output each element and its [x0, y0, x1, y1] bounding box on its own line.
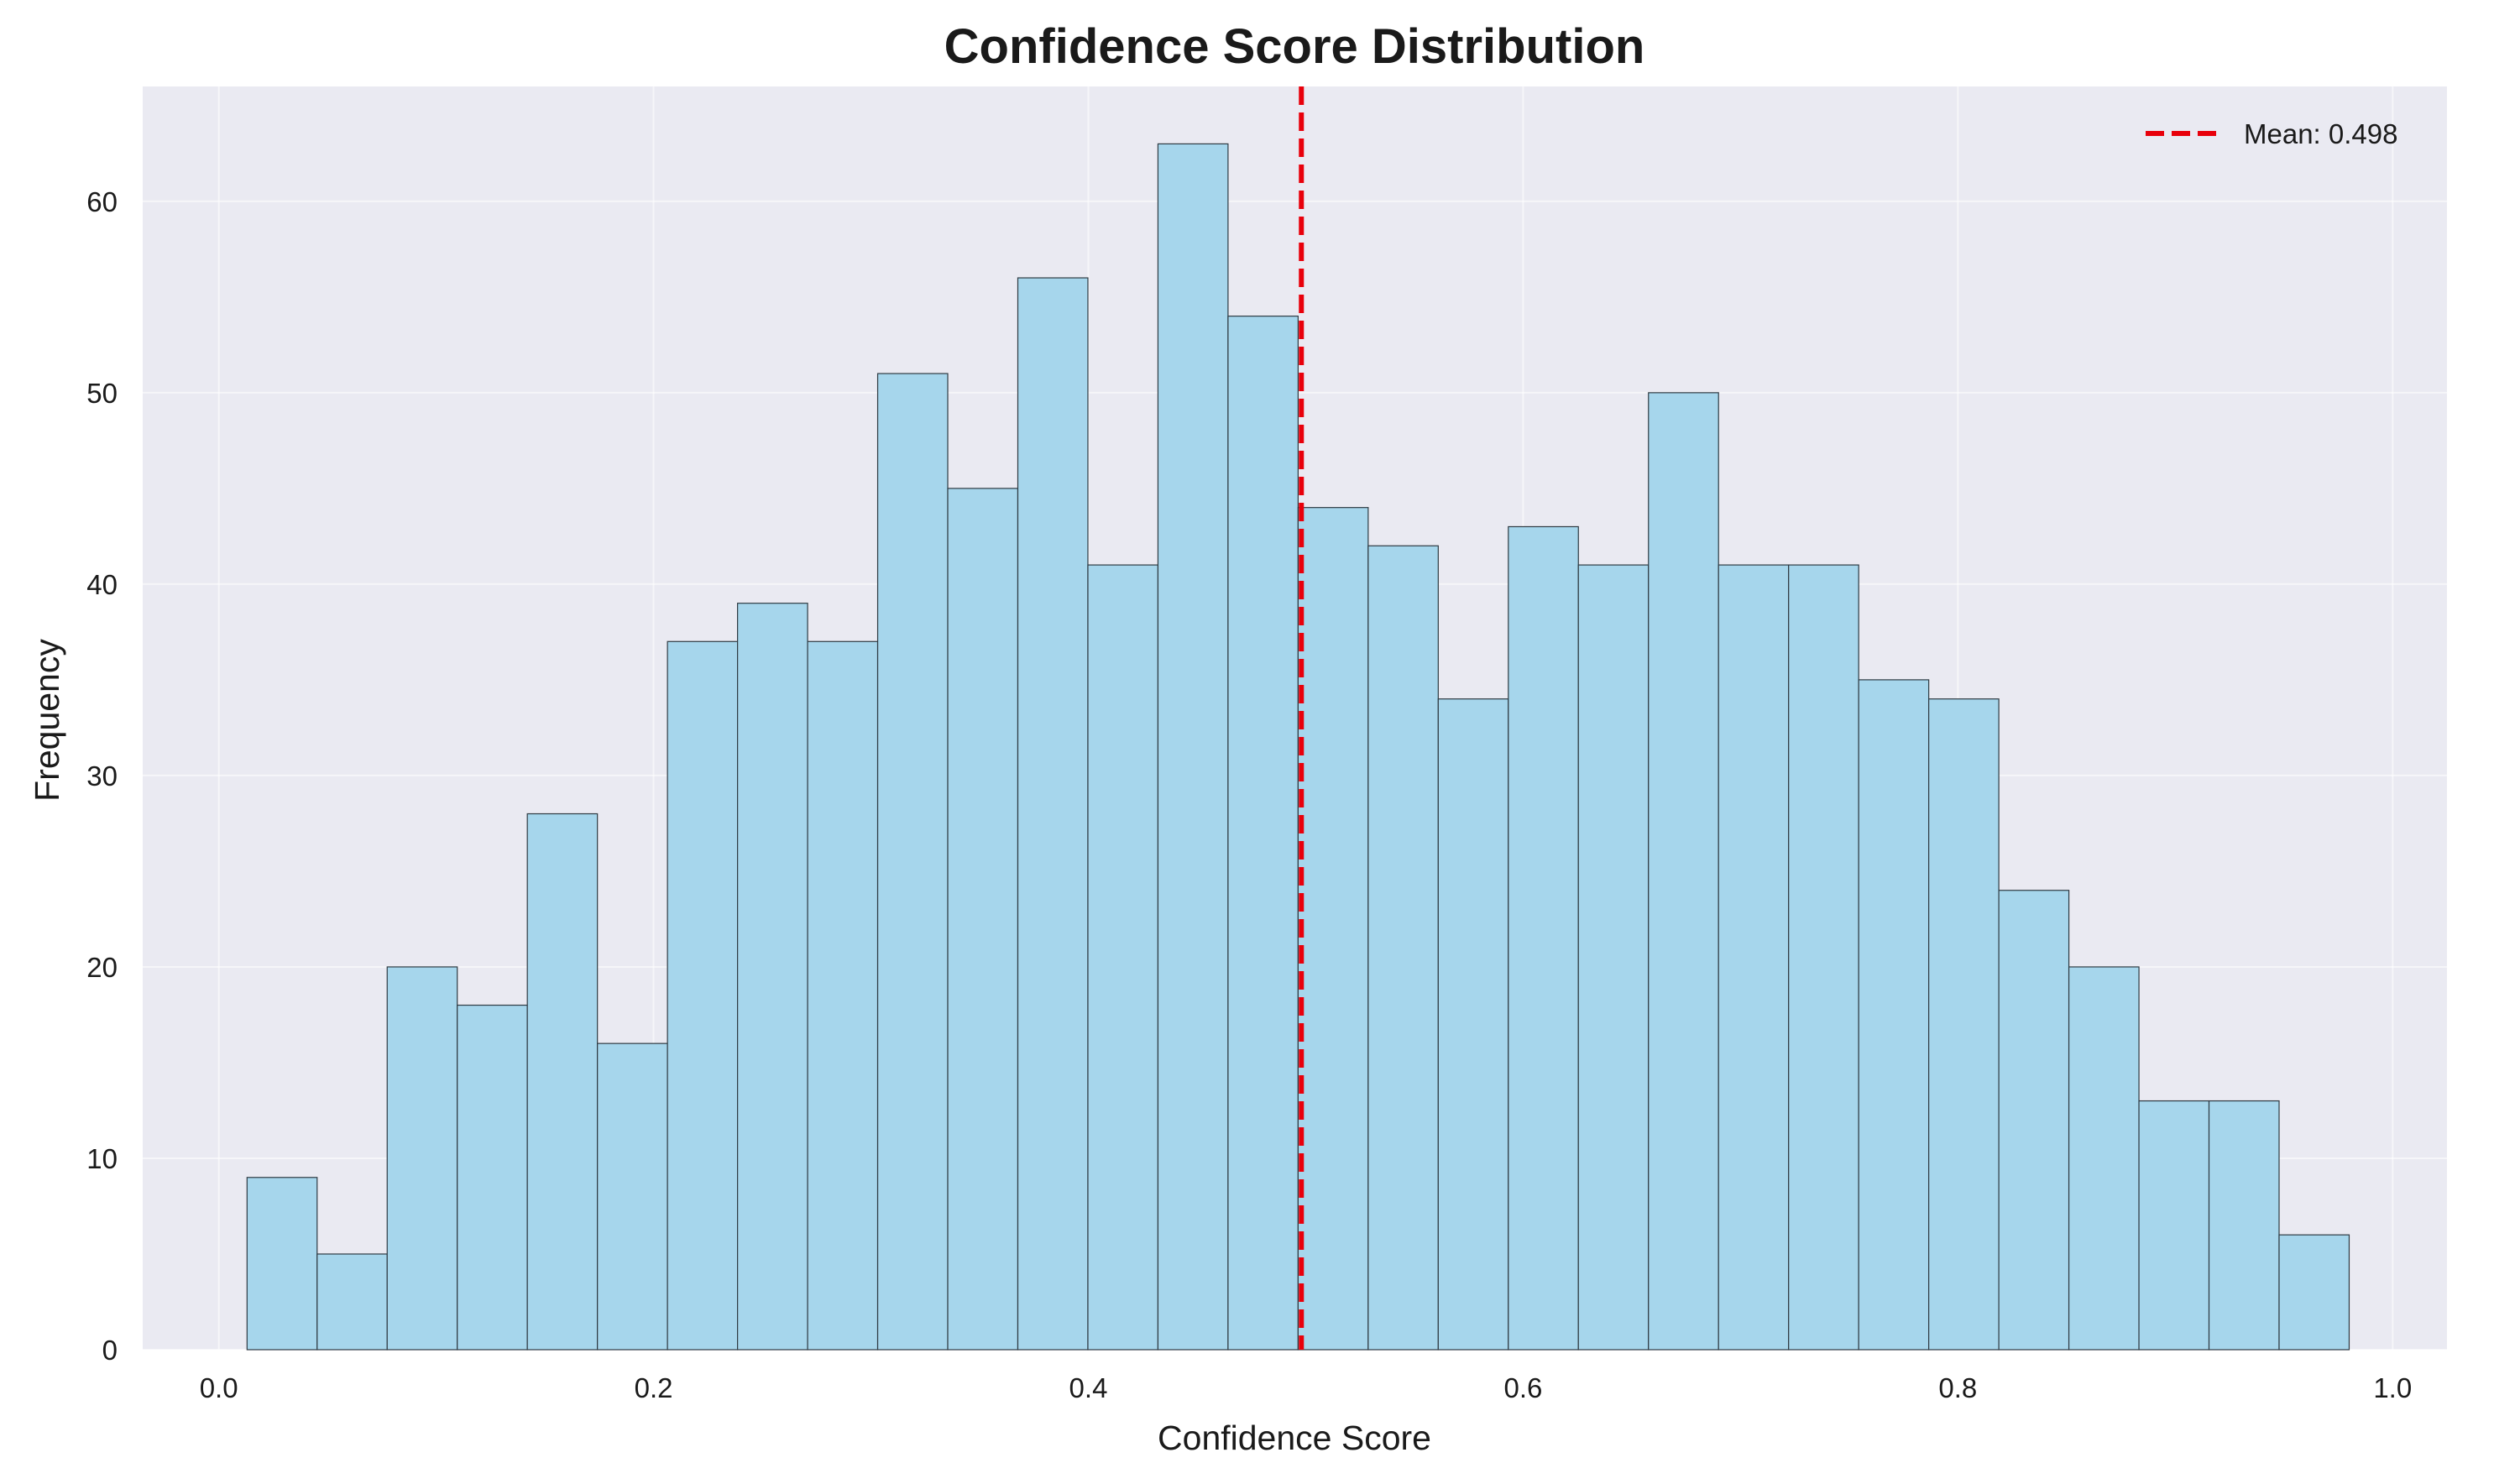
histogram-bar — [2208, 1100, 2280, 1351]
histogram-bar — [1157, 143, 1229, 1351]
histogram-bar — [1788, 564, 1859, 1351]
x-tick-label: 0.4 — [1069, 1372, 1108, 1403]
legend-mean-label: Mean: 0.498 — [2244, 118, 2397, 149]
histogram-bar — [386, 966, 458, 1351]
histogram-bar — [667, 640, 739, 1351]
histogram-bar — [1577, 564, 1650, 1351]
x-tick-label: 0.6 — [1503, 1372, 1542, 1403]
y-tick-label: 0 — [102, 1335, 118, 1366]
y-tick-label: 20 — [86, 952, 118, 983]
legend: Mean: 0.498 — [2146, 118, 2397, 149]
histogram-bar — [947, 488, 1019, 1351]
histogram-bar — [1297, 507, 1369, 1351]
histogram-bar — [1998, 890, 2070, 1351]
histogram-bar — [597, 1042, 668, 1351]
histogram-bar — [2068, 966, 2140, 1351]
histogram-bar — [737, 603, 808, 1351]
x-axis-label: Confidence Score — [1158, 1419, 1431, 1457]
y-tick-label: 60 — [86, 186, 118, 217]
chart-title: Confidence Score Distribution — [944, 19, 1645, 74]
histogram-bar — [1437, 698, 1509, 1351]
histogram-bar — [246, 1177, 318, 1351]
y-tick-label: 30 — [86, 760, 118, 792]
histogram-bar — [1087, 564, 1159, 1351]
histogram-bars — [246, 143, 2350, 1351]
x-tick-label: 0.2 — [635, 1372, 673, 1403]
x-tick-label: 0.0 — [200, 1372, 238, 1403]
histogram-bar — [1017, 277, 1089, 1351]
histogram-bar — [2138, 1100, 2210, 1351]
histogram-bar — [1928, 698, 2000, 1351]
y-axis-ticks: 0 10 20 30 40 50 60 — [86, 186, 118, 1366]
histogram-bar — [1858, 679, 1930, 1351]
histogram-bar — [316, 1253, 388, 1351]
x-axis-ticks: 0.0 0.2 0.4 0.6 0.8 1.0 — [200, 1372, 2412, 1403]
x-tick-label: 0.8 — [1938, 1372, 1977, 1403]
y-tick-label: 50 — [86, 378, 118, 409]
histogram-bar — [876, 373, 949, 1351]
histogram-bar — [807, 640, 879, 1351]
x-tick-label: 1.0 — [2373, 1372, 2412, 1403]
histogram-bar — [2278, 1234, 2350, 1351]
histogram-bar — [457, 1004, 528, 1351]
histogram-bar — [1718, 564, 1790, 1351]
histogram-bar — [1508, 525, 1579, 1351]
histogram-bar — [526, 813, 599, 1351]
histogram-bar — [1648, 392, 1719, 1351]
y-tick-label: 40 — [86, 569, 118, 600]
y-tick-label: 10 — [86, 1143, 118, 1174]
y-axis-label: Frequency — [28, 639, 66, 802]
histogram-bar — [1227, 316, 1299, 1351]
histogram-bar — [1367, 545, 1439, 1351]
